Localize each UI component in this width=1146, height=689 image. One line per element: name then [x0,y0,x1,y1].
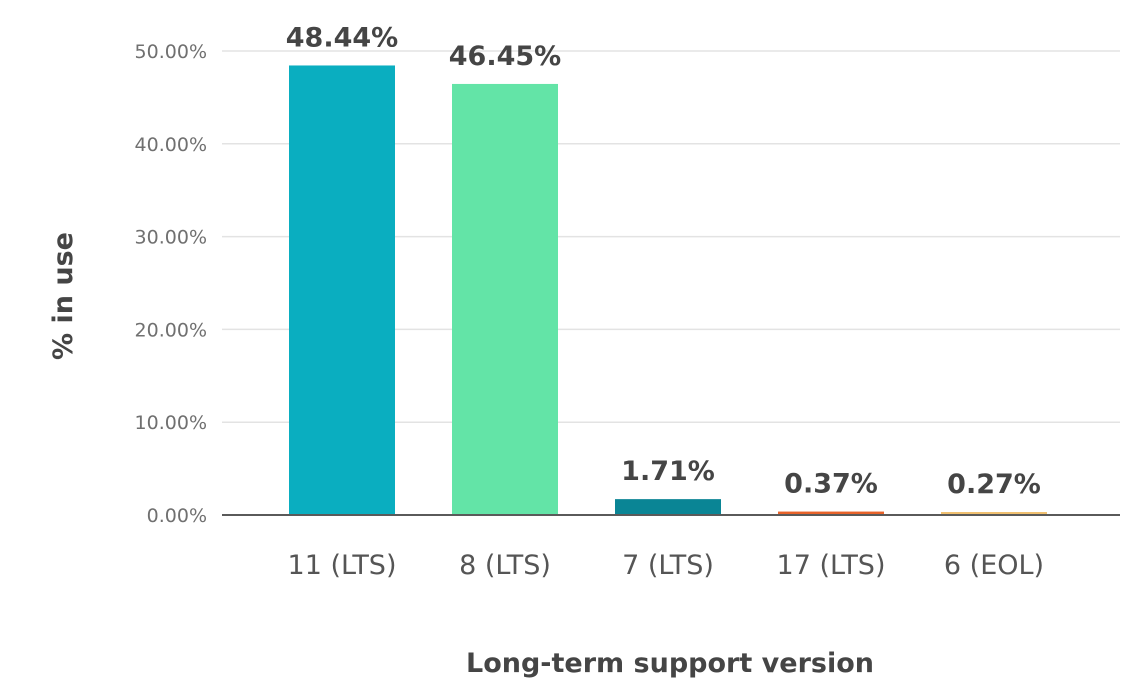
y-tick-label: 40.00% [135,134,207,156]
x-category-label: 17 (LTS) [777,550,886,581]
data-labels: 48.44% 46.45% 1.71% 0.37% 0.27% [286,22,1041,500]
x-axis-categories: 11 (LTS) 8 (LTS) 7 (LTS) 17 (LTS) 6 (EOL) [288,550,1045,581]
y-tick-label: 10.00% [135,412,207,434]
bars [289,65,1047,515]
bar-value-label: 1.71% [621,456,715,487]
bar [452,83,558,515]
bar [941,512,1047,515]
x-axis-title: Long-term support version [466,648,874,679]
y-tick-label: 0.00% [147,505,207,527]
x-category-label: 11 (LTS) [288,550,397,581]
bar [615,499,721,515]
y-tick-label: 30.00% [135,227,207,249]
bar-value-label: 0.37% [784,469,878,500]
y-tick-label: 50.00% [135,41,207,63]
bar-value-label: 46.45% [449,41,561,72]
x-category-label: 8 (LTS) [459,550,551,581]
bar [778,511,884,515]
bar-value-label: 0.27% [947,469,1041,500]
bar [289,65,395,515]
y-tick-label: 20.00% [135,319,207,341]
x-category-label: 7 (LTS) [622,550,714,581]
y-axis-ticks: 0.00% 10.00% 20.00% 30.00% 40.00% 50.00% [135,41,207,527]
bar-value-label: 48.44% [286,22,398,53]
x-category-label: 6 (EOL) [944,550,1044,581]
y-axis-title: % in use [48,232,79,360]
